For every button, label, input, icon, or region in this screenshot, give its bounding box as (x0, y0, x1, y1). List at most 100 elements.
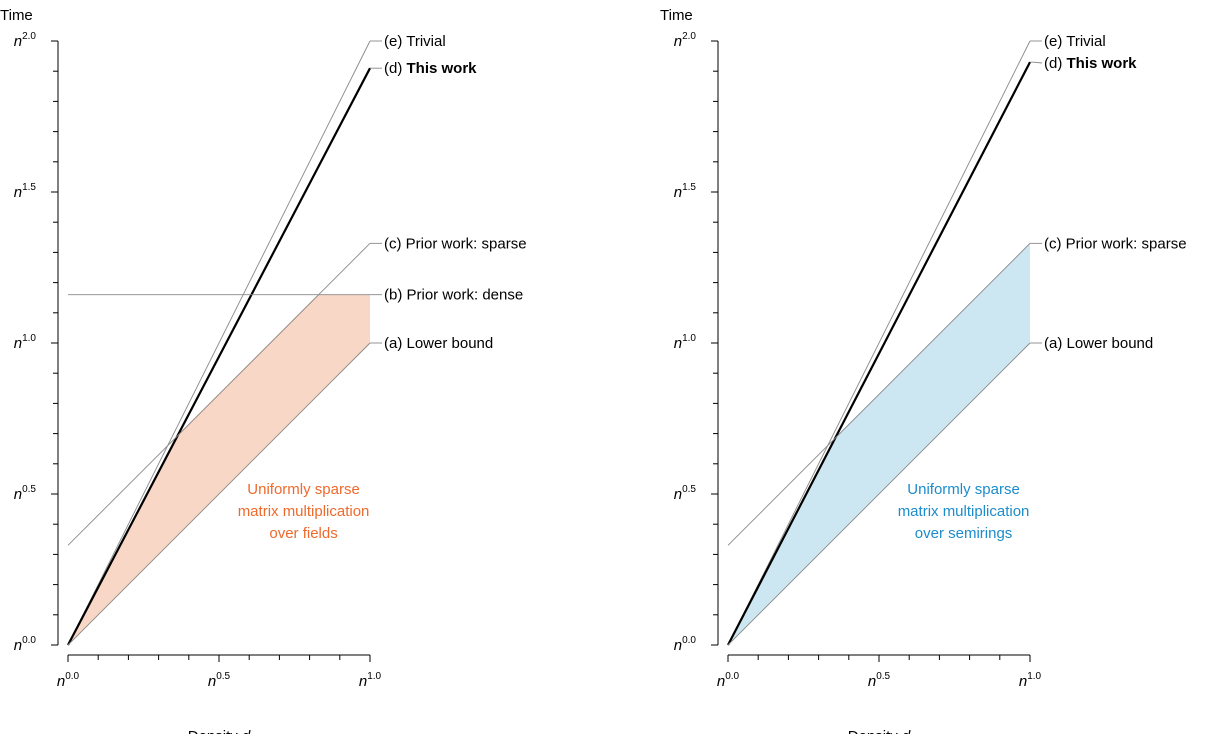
y-tick-label-exp: 0.5 (682, 484, 696, 495)
series-b-label: (b) Prior work: dense (384, 287, 523, 304)
x-axis-title-text: Density (188, 728, 242, 734)
region-annotation-line: over fields (269, 525, 337, 542)
y-tick-label-base: n (14, 486, 22, 503)
y-tick-label-base: n (674, 637, 682, 654)
series-a-line (727, 342, 1031, 646)
series-e-name: Trivial (1066, 33, 1105, 50)
series-c-label: (c) Prior work: sparse (384, 235, 527, 252)
series-e-line (727, 40, 1031, 646)
x-tick-label-base: n (208, 673, 216, 690)
series-d-prefix: (d) (1044, 55, 1067, 72)
y-tick-label-base: n (14, 335, 22, 352)
y-tick-label-exp: 0.0 (682, 635, 696, 646)
series-d-line (67, 67, 371, 646)
series-c-line (67, 243, 371, 546)
y-tick-label-base: n (674, 335, 682, 352)
x-tick-label-base: n (57, 673, 65, 690)
series-a-name: Lower bound (407, 335, 494, 352)
shaded-region (68, 294, 370, 645)
x-tick-label: n0.5 (868, 671, 891, 690)
region-annotation-line: Uniformly sparse (247, 481, 360, 498)
series-d-prefix: (d) (384, 60, 407, 77)
series-e-prefix: (e) (1044, 33, 1066, 50)
series-b-name: Prior work: dense (407, 287, 524, 304)
region-annotation-line: matrix multiplication (898, 503, 1030, 520)
y-axis-title: Time (0, 7, 33, 24)
series-d-label: (d) This work (384, 60, 477, 77)
x-tick-label-exp: 0.0 (65, 671, 79, 682)
y-tick-label-exp: 0.0 (22, 635, 36, 646)
x-tick-label: n0.0 (57, 671, 80, 690)
series-b-prefix: (b) (384, 287, 407, 304)
chart-fields: n0.0n0.5n1.0n1.5n2.0n0.0n0.5n1.0TimeDens… (0, 7, 527, 734)
y-tick-label: n1.0 (674, 333, 697, 352)
series-c-name: Prior work: sparse (406, 235, 527, 252)
series-a-name: Lower bound (1067, 335, 1154, 352)
x-tick-label-exp: 1.0 (367, 671, 381, 682)
region-annotation-line: over semirings (915, 525, 1013, 542)
series-a-prefix: (a) (1044, 335, 1067, 352)
x-tick-label-exp: 0.5 (876, 671, 890, 682)
series-c-prefix: (c) (1044, 235, 1066, 252)
y-tick-label-base: n (14, 33, 22, 50)
y-tick-label: n1.5 (14, 182, 37, 201)
y-tick-label: n2.0 (674, 31, 697, 50)
series-c-line (727, 243, 1031, 546)
x-tick-label-base: n (1019, 673, 1027, 690)
x-tick-label-base: n (868, 673, 876, 690)
y-tick-label-exp: 2.0 (22, 31, 36, 42)
y-tick-label-base: n (674, 184, 682, 201)
y-tick-label: n1.0 (14, 333, 37, 352)
y-tick-label-exp: 1.5 (682, 182, 696, 193)
x-axis-title: Density d (188, 728, 251, 734)
shaded-region (728, 243, 1030, 645)
y-tick-label: n0.5 (14, 484, 37, 503)
series-e-name: Trivial (406, 33, 445, 50)
x-tick-label-exp: 0.5 (216, 671, 230, 682)
series-e-prefix: (e) (384, 33, 406, 50)
series-e-label: (e) Trivial (384, 33, 446, 50)
x-tick-label: n0.0 (717, 671, 740, 690)
x-axis-title-var: d (902, 728, 911, 734)
y-tick-label-exp: 2.0 (682, 31, 696, 42)
x-axis-title: Density d (848, 728, 911, 734)
chart-semirings: n0.0n0.5n1.0n1.5n2.0n0.0n0.5n1.0TimeDens… (660, 7, 1187, 734)
series-a-line (67, 342, 371, 646)
x-tick-label: n1.0 (1019, 671, 1042, 690)
region-annotation-line: Uniformly sparse (907, 481, 1020, 498)
y-tick-label: n0.0 (674, 635, 697, 654)
x-tick-label-base: n (717, 673, 725, 690)
x-tick-label: n1.0 (359, 671, 382, 690)
series-a-label: (a) Lower bound (384, 335, 493, 352)
y-tick-label-base: n (14, 637, 22, 654)
series-d-leader (1030, 61, 1043, 64)
series-c-name: Prior work: sparse (1066, 235, 1187, 252)
y-tick-label-exp: 1.0 (22, 333, 36, 344)
y-tick-label: n0.5 (674, 484, 697, 503)
y-axis-title: Time (660, 7, 693, 24)
series-a-prefix: (a) (384, 335, 407, 352)
x-tick-label-exp: 1.0 (1027, 671, 1041, 682)
region-annotation-line: matrix multiplication (238, 503, 370, 520)
series-c-prefix: (c) (384, 235, 406, 252)
y-tick-label-base: n (674, 486, 682, 503)
series-e-line (67, 40, 371, 646)
y-tick-label-exp: 0.5 (22, 484, 36, 495)
x-tick-label-exp: 0.0 (725, 671, 739, 682)
y-tick-label-exp: 1.0 (682, 333, 696, 344)
y-tick-label-exp: 1.5 (22, 182, 36, 193)
series-d-line (727, 61, 1031, 646)
series-d-name: This work (1067, 55, 1138, 72)
series-d-label: (d) This work (1044, 55, 1137, 72)
y-tick-label: n1.5 (674, 182, 697, 201)
series-d-name: This work (407, 60, 478, 77)
x-axis-title-var: d (242, 728, 251, 734)
x-tick-label-base: n (359, 673, 367, 690)
series-e-label: (e) Trivial (1044, 33, 1106, 50)
y-tick-label-base: n (14, 184, 22, 201)
series-a-label: (a) Lower bound (1044, 335, 1153, 352)
y-tick-label: n2.0 (14, 31, 37, 50)
y-tick-label-base: n (674, 33, 682, 50)
y-tick-label: n0.0 (14, 635, 37, 654)
